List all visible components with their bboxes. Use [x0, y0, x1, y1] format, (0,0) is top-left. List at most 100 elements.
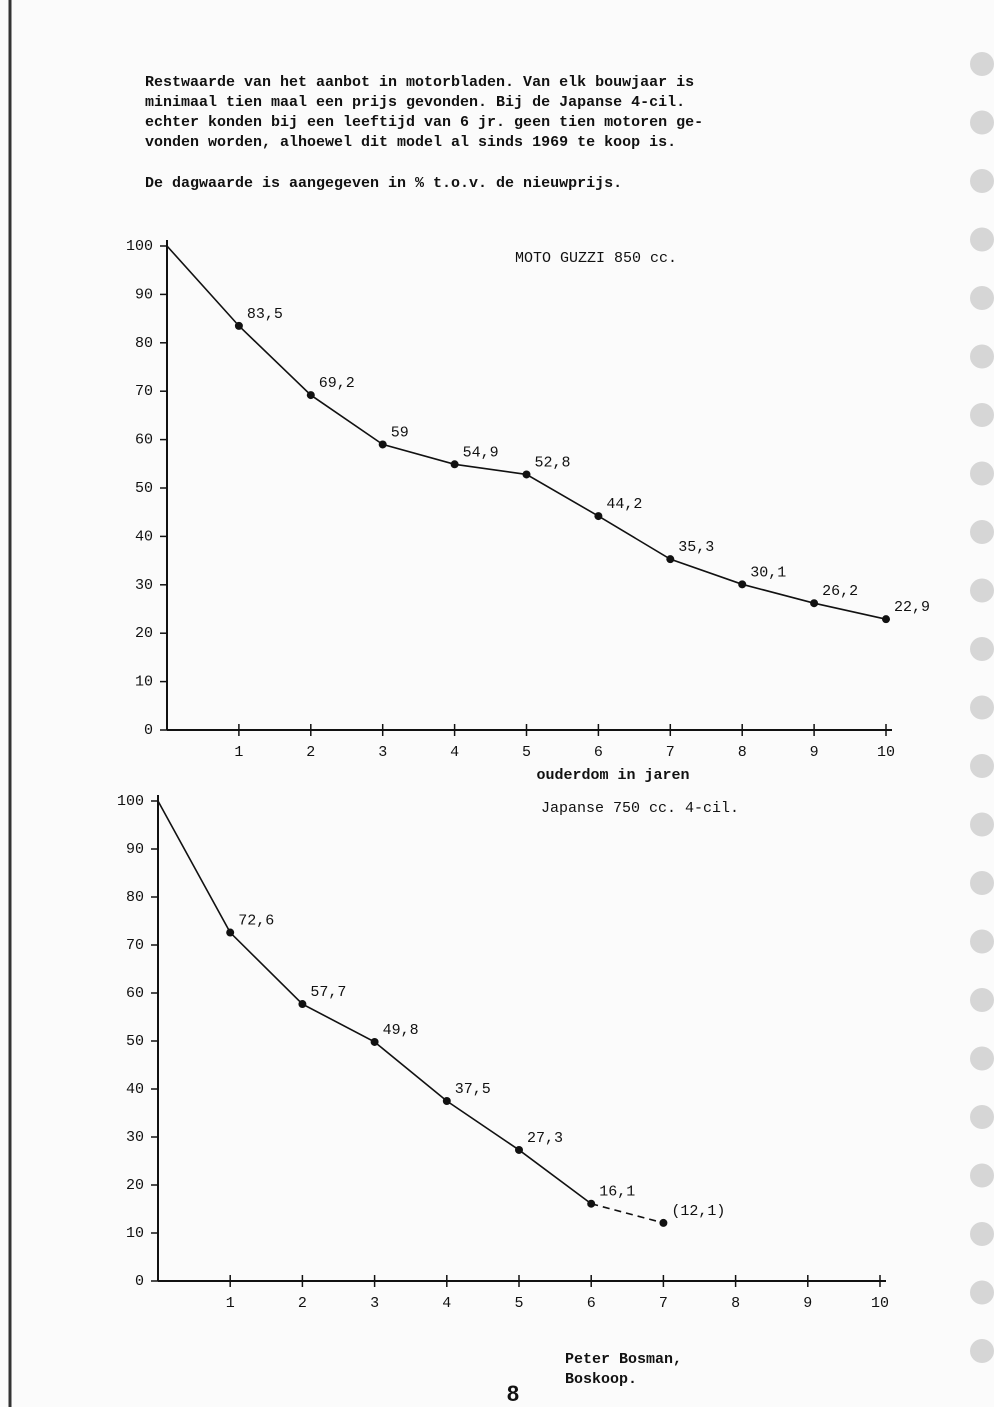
punch-hole: [970, 461, 994, 486]
value-label: 35,3: [678, 539, 714, 556]
punch-hole: [970, 988, 994, 1012]
value-label: (12,1): [671, 1203, 725, 1220]
note: De dagwaarde is aangegeven in % t.o.v. d…: [145, 175, 622, 192]
intro-line: echter konden bij een leeftijd van 6 jr.…: [145, 114, 703, 131]
value-label: 57,7: [310, 984, 346, 1001]
y-tick-label: 60: [135, 432, 153, 449]
punch-hole: [970, 871, 994, 895]
y-tick-label: 30: [135, 577, 153, 594]
value-label: 83,5: [247, 306, 283, 323]
point: [515, 1145, 523, 1154]
punch-hole: [970, 1046, 994, 1071]
punch-hole: [970, 227, 994, 252]
punch-hole: [970, 403, 994, 427]
punch-hole: [970, 1280, 994, 1305]
x-tick-label: 9: [803, 1295, 812, 1312]
value-label: 49,8: [383, 1022, 419, 1039]
x-tick-label: 7: [659, 1295, 668, 1312]
point: [659, 1218, 668, 1227]
point: [234, 321, 243, 330]
point: [522, 470, 531, 479]
y-tick-label: 80: [135, 335, 153, 352]
punch-hole: [970, 695, 994, 720]
y-tick-label: 100: [126, 238, 153, 255]
y-tick-label: 0: [135, 1273, 144, 1290]
y-tick-label: 90: [135, 286, 153, 303]
punch-hole: [970, 578, 994, 603]
x-tick-label: 10: [877, 744, 895, 761]
y-tick-label: 70: [135, 383, 153, 400]
punch-hole: [970, 1163, 994, 1188]
x-tick-label: 8: [738, 744, 747, 761]
value-label: 59: [391, 424, 409, 441]
punch-hole: [970, 929, 994, 954]
y-tick-label: 40: [135, 528, 153, 545]
y-tick-label: 80: [126, 889, 144, 906]
y-tick-label: 20: [126, 1177, 144, 1194]
punch-hole: [970, 812, 994, 837]
point: [298, 1000, 307, 1009]
punch-hole: [970, 754, 994, 778]
y-tick-label: 60: [126, 985, 144, 1002]
point: [738, 580, 747, 589]
x-tick-label: 4: [450, 744, 459, 761]
x-tick-label: 2: [298, 1295, 307, 1312]
chart-title: MOTO GUZZI 850 cc.: [515, 250, 677, 267]
punch-hole: [970, 1105, 994, 1129]
x-tick-label: 10: [871, 1295, 889, 1312]
punch-holes: [970, 52, 994, 1363]
point: [666, 555, 675, 564]
line-dashed: [590, 1202, 664, 1224]
x-tick-label: 5: [522, 744, 531, 761]
value-label: 72,6: [238, 912, 274, 929]
x-tick-label: 2: [306, 744, 315, 761]
x-tick-label: 4: [442, 1295, 451, 1312]
value-label: 44,2: [606, 496, 642, 513]
x-tick-label: 6: [587, 1295, 596, 1312]
author: Peter Bosman,: [565, 1351, 682, 1368]
value-label: 52,8: [535, 454, 571, 471]
x-tick-label: 9: [810, 744, 819, 761]
punch-hole: [970, 286, 994, 310]
x-tick-label: 1: [226, 1295, 235, 1312]
point: [594, 512, 603, 521]
x-axis-label: ouderdom in jaren: [536, 767, 689, 784]
point: [442, 1097, 451, 1105]
y-tick-label: 70: [126, 937, 144, 954]
punch-hole: [970, 52, 994, 76]
x-tick-label: 3: [370, 1295, 379, 1312]
value-label: 37,5: [455, 1081, 491, 1098]
page-number: 8: [507, 1381, 519, 1406]
value-label: 54,9: [463, 444, 499, 461]
value-label: 22,9: [894, 599, 930, 616]
value-label: 27,3: [527, 1130, 563, 1147]
chart-title: Japanse 750 cc. 4-cil.: [541, 800, 739, 817]
y-tick-label: 50: [135, 480, 153, 497]
x-tick-label: 8: [731, 1295, 740, 1312]
y-tick-label: 90: [126, 841, 144, 858]
x-tick-label: 7: [666, 744, 675, 761]
point: [378, 440, 387, 449]
intro-line: vonden worden, alhoewel dit model al sin…: [145, 134, 676, 151]
point: [810, 599, 819, 608]
y-tick-label: 20: [135, 625, 153, 642]
point: [882, 615, 890, 624]
value-label: 16,1: [599, 1184, 635, 1201]
punch-hole: [970, 637, 994, 661]
punch-hole: [970, 1339, 994, 1363]
punch-hole: [970, 520, 994, 544]
y-tick-label: 30: [126, 1129, 144, 1146]
punch-hole: [970, 1222, 994, 1246]
author: Boskoop.: [565, 1371, 637, 1388]
punch-hole: [970, 110, 994, 135]
point: [370, 1037, 379, 1046]
value-label: 30,1: [750, 564, 786, 581]
point: [306, 391, 315, 400]
point: [587, 1199, 596, 1208]
value-label: 69,2: [319, 375, 355, 392]
point: [226, 928, 235, 937]
y-tick-label: 40: [126, 1081, 144, 1098]
